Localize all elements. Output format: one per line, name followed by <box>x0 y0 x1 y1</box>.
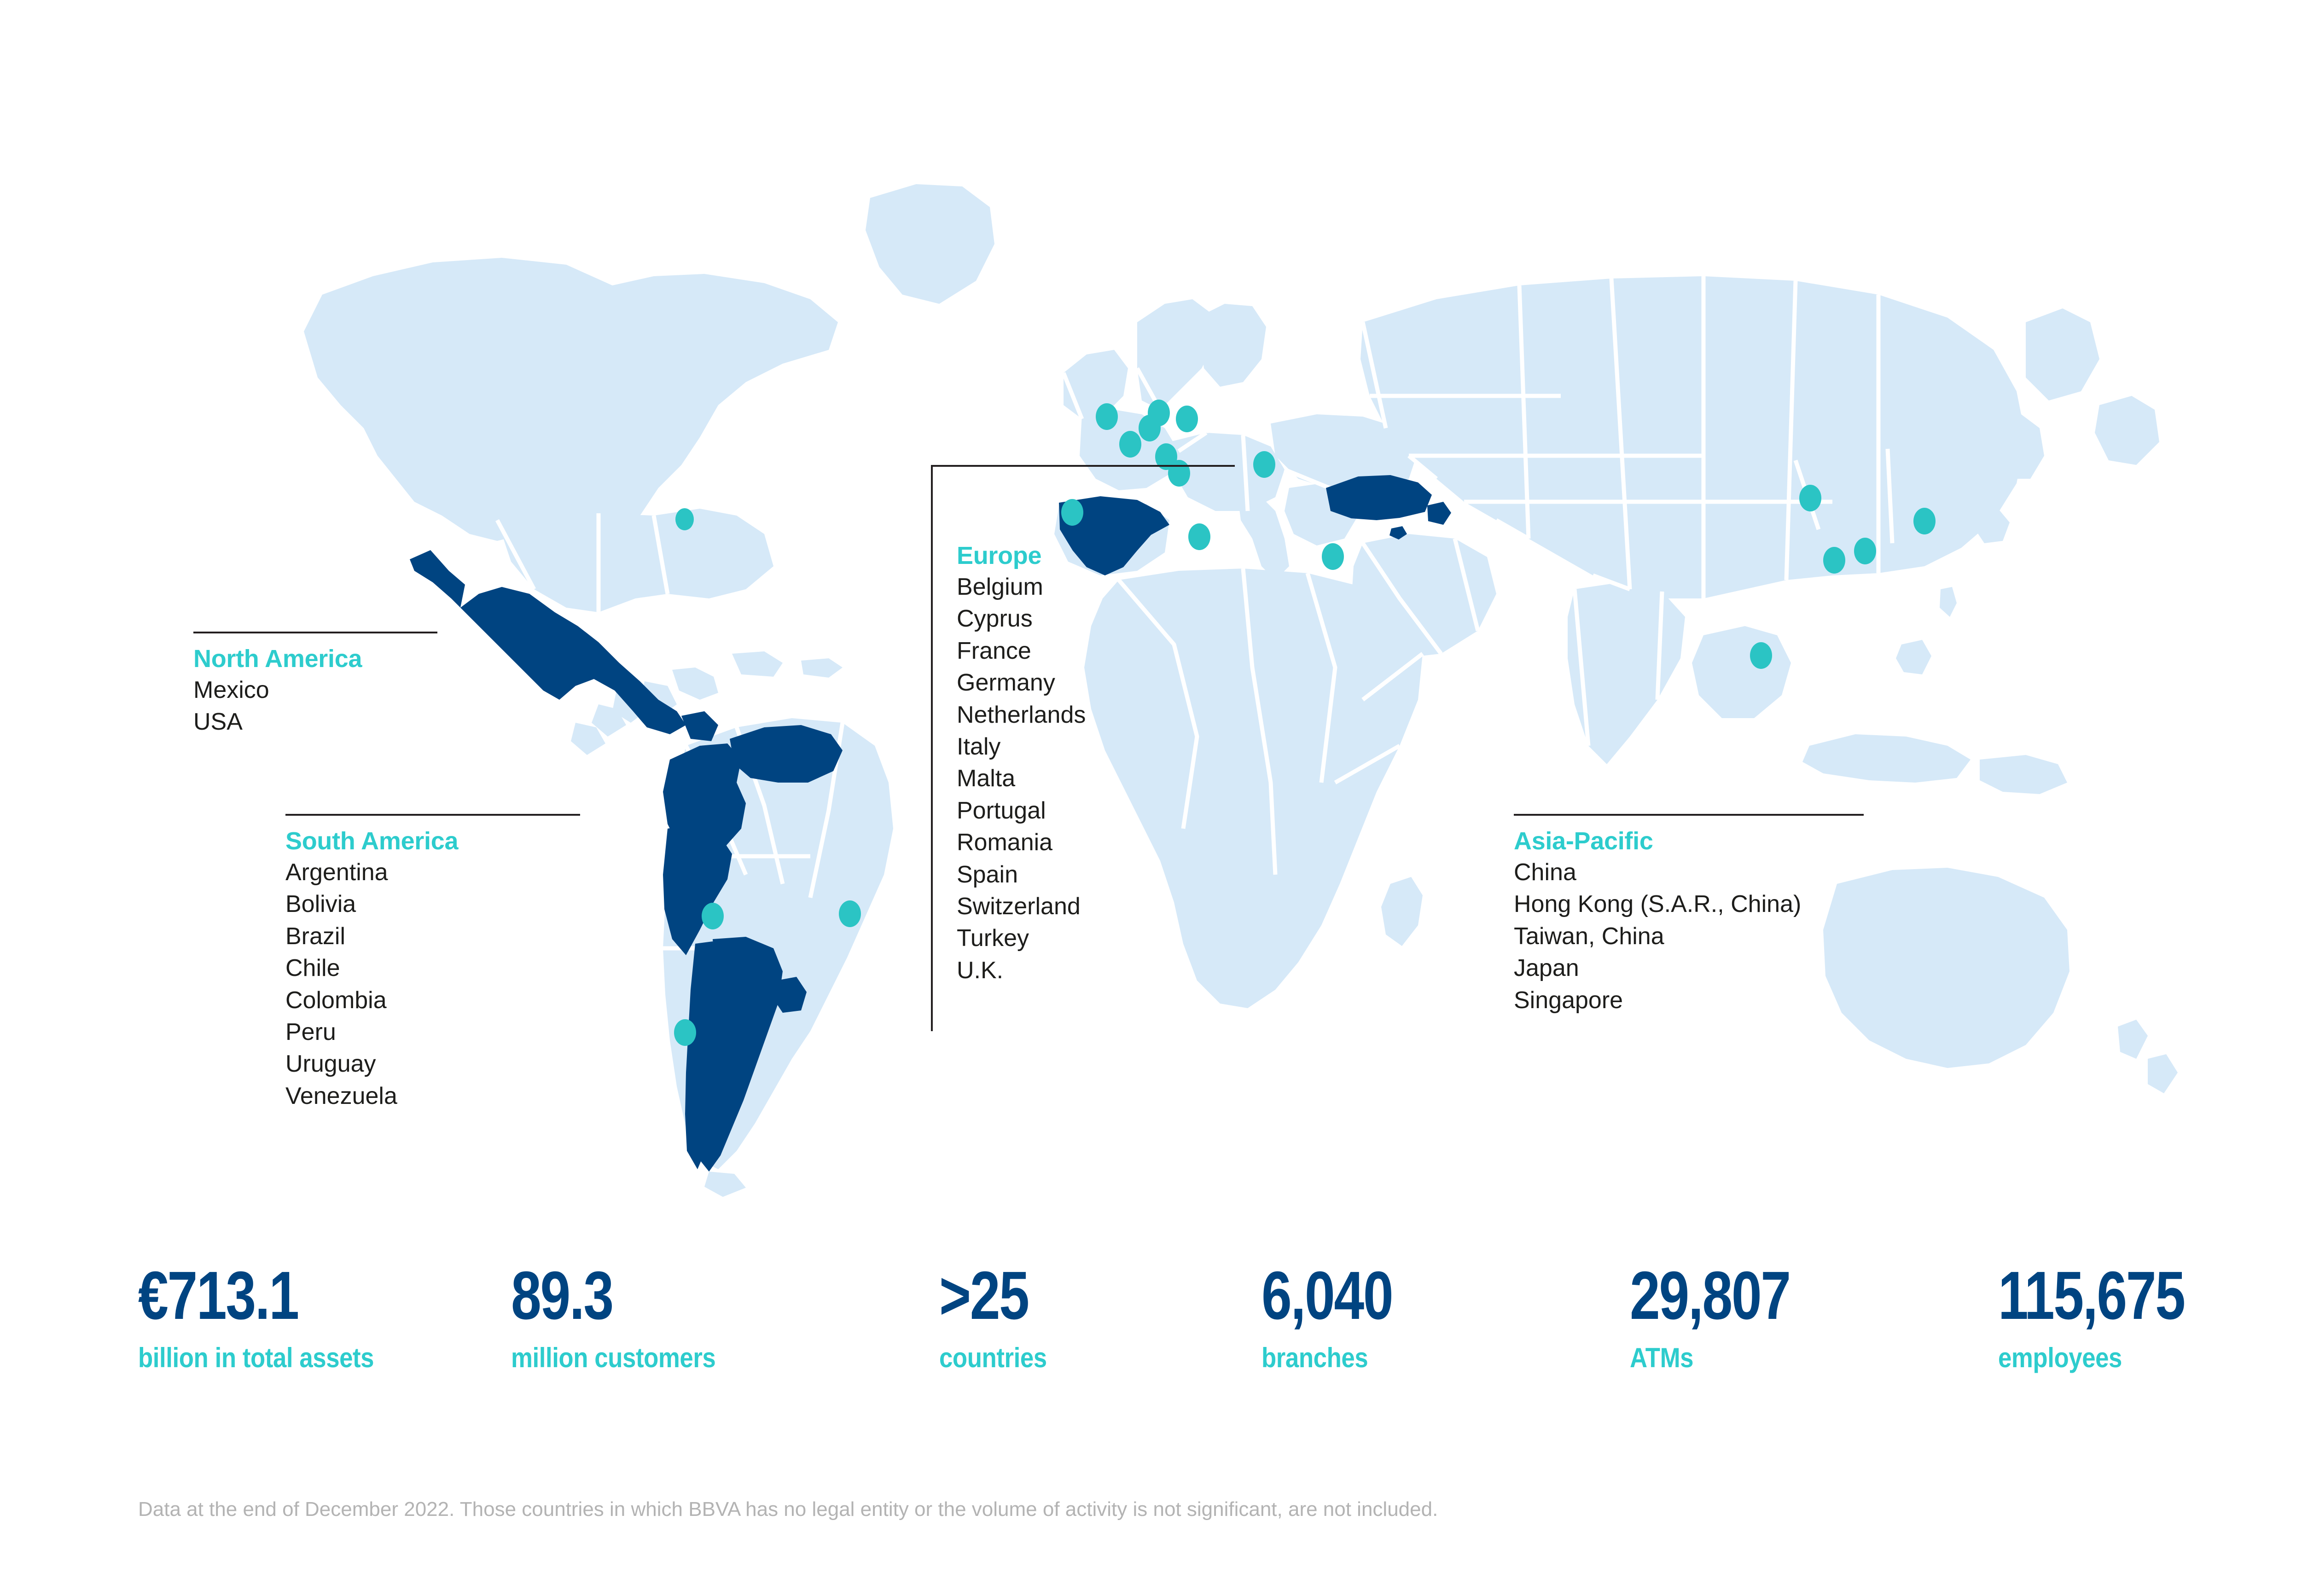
dot-brazil <box>839 900 861 927</box>
dot-malta <box>1188 523 1210 550</box>
country-item: Netherlands <box>957 701 1086 728</box>
stat-total-assets: €713.1 billion in total assets <box>138 1261 511 1375</box>
dot-portugal <box>1061 499 1083 526</box>
country-argentina <box>700 937 783 1172</box>
dot-china-north <box>1799 485 1821 511</box>
country-uruguay <box>773 977 807 1013</box>
country-item: Uruguay <box>285 1050 376 1078</box>
dot-cyprus <box>1322 543 1344 570</box>
region-rule-north-america <box>193 632 437 633</box>
country-item: Chile <box>285 955 340 982</box>
stat-value: >25 <box>939 1258 1029 1334</box>
map-location-dots <box>674 400 1936 1046</box>
country-item: Argentina <box>285 859 388 886</box>
region-country-list-south-america: Argentina Bolivia Brazil Chile Colombia … <box>285 857 580 1112</box>
world-map-svg <box>304 184 2178 1197</box>
country-item: Spain <box>957 861 1018 888</box>
country-item: Turkey <box>957 925 1029 952</box>
stat-label: million customers <box>511 1342 716 1373</box>
region-country-list-north-america: Mexico USA <box>193 674 437 738</box>
region-country-list-europe: Belgium Cyprus France Germany Netherland… <box>957 571 1235 987</box>
stat-atms: 29,807 ATMs <box>1630 1261 1998 1375</box>
region-title-south-america: South America <box>285 827 459 855</box>
country-item: Peru <box>285 1018 336 1045</box>
stat-label: branches <box>1261 1342 1368 1373</box>
country-item: Switzerland <box>957 893 1081 920</box>
dot-belgium <box>1139 415 1161 441</box>
stat-label: employees <box>1998 1342 2122 1373</box>
country-item: Brazil <box>285 923 346 950</box>
region-panel-europe: Europe Belgium Cyprus France Germany Net… <box>931 465 1235 1031</box>
stat-value: 89.3 <box>511 1258 614 1334</box>
country-peru <box>663 824 732 955</box>
dot-hong-kong <box>1823 547 1845 574</box>
stat-label: countries <box>939 1342 1047 1373</box>
world-map-container <box>304 184 2178 1197</box>
dot-france <box>1119 431 1141 458</box>
stat-branches: 6,040 branches <box>1261 1261 1630 1375</box>
stat-label: ATMs <box>1630 1342 1694 1373</box>
dot-bolivia <box>702 903 724 929</box>
region-country-list-asia-pacific: China Hong Kong (S.A.R., China) Taiwan, … <box>1514 857 1864 1016</box>
country-item: Colombia <box>285 987 387 1014</box>
country-item: Hong Kong (S.A.R., China) <box>1514 891 1802 918</box>
country-item: U.K. <box>957 957 1004 984</box>
stat-countries: >25 countries <box>939 1261 1261 1375</box>
country-item: Bolivia <box>285 891 356 918</box>
footnote-text: Data at the end of December 2022. Those … <box>138 1498 1438 1521</box>
country-item: Venezuela <box>285 1082 397 1109</box>
stat-customers: 89.3 million customers <box>511 1261 939 1375</box>
country-item: France <box>957 637 1031 664</box>
dot-romania <box>1253 451 1275 478</box>
dot-uk <box>1096 403 1118 430</box>
region-title-north-america: North America <box>193 645 362 673</box>
region-panel-south-america: South America Argentina Bolivia Brazil C… <box>285 814 580 1112</box>
country-item: Germany <box>957 669 1055 696</box>
country-item: Cyprus <box>957 605 1033 633</box>
map-highlighted-countries <box>410 475 1451 1172</box>
country-item: Singapore <box>1514 987 1623 1014</box>
country-item: Romania <box>957 829 1053 856</box>
stat-value: €713.1 <box>138 1258 299 1334</box>
country-venezuela <box>730 725 843 783</box>
dot-chile-city <box>674 1019 696 1046</box>
region-panel-asia-pacific: Asia-Pacific China Hong Kong (S.A.R., Ch… <box>1514 814 1864 1016</box>
country-item: Malta <box>957 765 1016 792</box>
country-item: Portugal <box>957 797 1046 824</box>
map-country-borders <box>495 276 1895 951</box>
dot-germany <box>1176 406 1198 432</box>
country-spain <box>1059 496 1169 575</box>
country-item: Italy <box>957 733 1001 760</box>
country-item: Belgium <box>957 573 1043 600</box>
dot-japan <box>1913 508 1936 534</box>
country-item: Taiwan, China <box>1514 923 1664 950</box>
map-land-base <box>304 184 2178 1197</box>
key-figures-row: €713.1 billion in total assets 89.3 mill… <box>138 1261 2302 1455</box>
dot-usa <box>675 508 694 530</box>
dot-singapore <box>1750 642 1772 669</box>
country-turkey <box>1326 475 1432 520</box>
region-title-asia-pacific: Asia-Pacific <box>1514 827 1653 855</box>
country-item: Mexico <box>193 676 269 703</box>
stat-employees: 115,675 employees <box>1998 1261 2302 1375</box>
dot-taiwan <box>1854 538 1876 564</box>
stat-value: 6,040 <box>1261 1258 1394 1334</box>
country-item: Japan <box>1514 955 1579 982</box>
country-mexico <box>410 550 686 734</box>
country-item: China <box>1514 859 1576 886</box>
region-rule-south-america <box>285 814 580 816</box>
region-panel-north-america: North America Mexico USA <box>193 632 437 738</box>
stat-value: 29,807 <box>1630 1258 1791 1334</box>
region-rule-asia-pacific <box>1514 814 1864 816</box>
region-title-europe: Europe <box>957 542 1042 569</box>
country-item: USA <box>193 708 243 736</box>
country-chile <box>685 941 718 1169</box>
stat-label: billion in total assets <box>138 1342 374 1373</box>
stat-value: 115,675 <box>1998 1258 2186 1334</box>
